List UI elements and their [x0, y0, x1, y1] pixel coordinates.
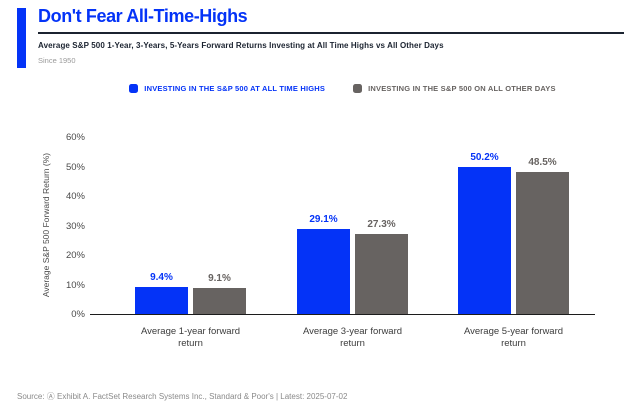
legend-label-all-time-highs: INVESTING IN THE S&P 500 AT ALL TIME HIG…	[144, 84, 326, 93]
legend-item-all-time-highs: INVESTING IN THE S&P 500 AT ALL TIME HIG…	[129, 84, 325, 93]
bar-value-label: 29.1%	[309, 214, 338, 226]
y-tick-label: 30%	[65, 220, 85, 232]
legend-label-all-other-days: INVESTING IN THE S&P 500 ON ALL OTHER DA…	[368, 84, 556, 93]
y-tick-label: 40%	[65, 191, 85, 202]
bar-column: 29.1%	[297, 214, 350, 315]
y-tick-label: 10%	[65, 279, 85, 291]
bar-group-5-year: 50.2% 48.5%	[458, 152, 569, 315]
chart-subtitle: Average S&P 500 1-Year, 3-Years, 5-Years…	[38, 41, 444, 50]
legend-marker-all-other-days-icon	[353, 84, 363, 93]
y-tick-label: 60%	[65, 132, 85, 143]
bar-all-other-days	[193, 288, 246, 315]
x-axis-category-label: Average 3-year forward return	[302, 326, 403, 349]
x-axis-line	[90, 314, 595, 315]
bar-column: 9.1%	[193, 273, 246, 315]
bar-group-3-year: 29.1% 27.3%	[297, 214, 408, 315]
plot-area: 9.4% 9.1% 29.1% 27.3% 50.2%	[90, 138, 595, 315]
bar-all-other-days	[355, 234, 408, 315]
x-axis-category-label: Average 1-year forward return	[140, 326, 241, 349]
bar-column: 48.5%	[516, 157, 569, 315]
bar-all-time-highs	[297, 229, 350, 315]
y-tick-label: 0%	[71, 309, 85, 320]
source-text: Source: Ⓐ Exhibit A. FactSet Research Sy…	[17, 392, 348, 401]
bar-value-label: 9.1%	[208, 273, 231, 285]
y-tick-label: 50%	[65, 161, 85, 173]
bar-column: 27.3%	[355, 219, 408, 315]
x-axis-categories: Average 1-year forward return Average 3-…	[90, 326, 595, 356]
legend: INVESTING IN THE S&P 500 AT ALL TIME HIG…	[90, 84, 595, 93]
legend-marker-all-time-highs-icon	[129, 84, 139, 93]
legend-item-all-other-days: INVESTING IN THE S&P 500 ON ALL OTHER DA…	[353, 84, 556, 93]
bar-all-time-highs	[458, 166, 511, 315]
x-axis-category-label: Average 5-year forward return	[463, 326, 564, 349]
title-divider	[38, 32, 624, 34]
bar-column: 9.4%	[135, 272, 188, 315]
bar-value-label: 50.2%	[470, 151, 499, 163]
bar-value-label: 48.5%	[528, 156, 557, 168]
chart-title: Don't Fear All-Time-Highs	[38, 6, 248, 26]
bar-group-1-year: 9.4% 9.1%	[135, 272, 246, 315]
y-tick-label: 20%	[65, 250, 85, 261]
bar-value-label: 27.3%	[367, 219, 396, 231]
header-accent-bar	[17, 8, 26, 68]
y-axis-ticks: 60% 50% 40% 30% 20% 10% 0%	[30, 132, 85, 321]
bar-all-time-highs	[135, 287, 188, 315]
bar-column: 50.2%	[458, 152, 511, 315]
bar-value-label: 9.4%	[150, 272, 173, 284]
bar-all-other-days	[516, 171, 569, 315]
chart-period: Since 1950	[38, 56, 76, 65]
